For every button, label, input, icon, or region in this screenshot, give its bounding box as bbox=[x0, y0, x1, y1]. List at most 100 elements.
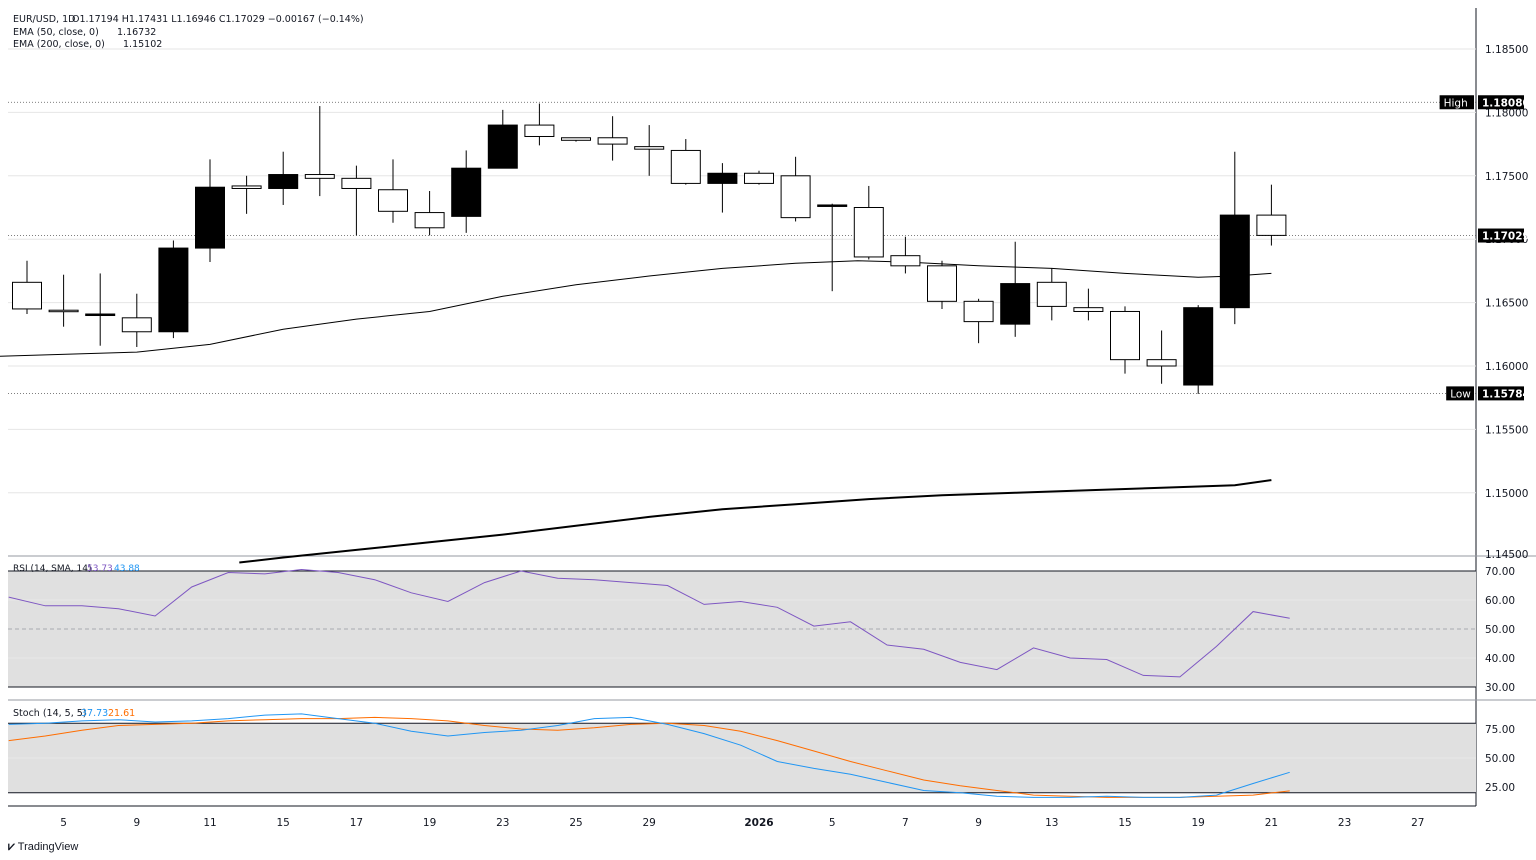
candle bbox=[1219, 151, 1250, 325]
candle-body bbox=[1073, 307, 1104, 312]
time-tick-label: 27 bbox=[1411, 817, 1424, 829]
price-tick-label: 1.18000 bbox=[1485, 107, 1528, 119]
candle-body bbox=[1256, 214, 1287, 236]
candle bbox=[48, 274, 79, 327]
low-label: Low bbox=[1450, 388, 1471, 400]
time-tick-label: 25 bbox=[569, 817, 582, 829]
rsi-tick-label: 40.00 bbox=[1485, 653, 1515, 665]
legend-ema200-value: 1.15102 bbox=[123, 39, 162, 50]
price-tick-label: 1.16000 bbox=[1485, 361, 1528, 373]
price-tick-label: 1.15000 bbox=[1485, 488, 1528, 500]
time-tick-label: 5 bbox=[60, 817, 67, 829]
candle-body bbox=[744, 172, 774, 184]
low-value: 1.15784 bbox=[1482, 388, 1530, 400]
legend-stoch-d-value: 21.61 bbox=[108, 708, 135, 719]
high-label-box bbox=[1439, 95, 1474, 110]
candle-body bbox=[231, 185, 262, 189]
candle bbox=[304, 106, 335, 197]
rsi-tick-label: 50.00 bbox=[1485, 624, 1515, 636]
time-tick-label: 7 bbox=[902, 817, 909, 829]
candle-body bbox=[1036, 281, 1067, 307]
last-price-value-box bbox=[1478, 228, 1524, 243]
low-label-box bbox=[1446, 386, 1474, 401]
time-tick-label: 19 bbox=[1192, 817, 1205, 829]
legend-stoch[interactable]: Stoch (14, 5, 5) bbox=[13, 708, 87, 719]
time-tick-label: 21 bbox=[1265, 817, 1278, 829]
legend-ema50[interactable]: EMA (50, close, 0) bbox=[13, 27, 99, 38]
legend-stoch-k-value: 37.73 bbox=[81, 708, 108, 719]
time-tick-label: 5 bbox=[829, 817, 836, 829]
candle bbox=[487, 109, 518, 169]
legend-ema200[interactable]: EMA (200, close, 0) bbox=[13, 39, 105, 50]
candle-body bbox=[634, 146, 665, 150]
candle bbox=[1073, 288, 1104, 321]
high-value-box bbox=[1478, 95, 1524, 110]
time-tick-label: 2026 bbox=[744, 817, 773, 829]
grid bbox=[8, 8, 1536, 807]
price-axis[interactable]: 1.185001.180001.175001.170001.165001.160… bbox=[1439, 44, 1530, 794]
candle bbox=[1036, 268, 1067, 321]
stoch-tick-label: 75.00 bbox=[1485, 724, 1515, 736]
rsi-tick-label: 70.00 bbox=[1485, 566, 1515, 578]
candle-body bbox=[780, 175, 811, 219]
low-value-box bbox=[1478, 386, 1524, 401]
time-tick-label: 9 bbox=[133, 817, 140, 829]
candle-body bbox=[963, 300, 994, 323]
candle bbox=[670, 139, 701, 185]
price-tick-label: 1.16500 bbox=[1485, 298, 1528, 310]
stoch-k-line bbox=[8, 713, 1290, 798]
candle-body bbox=[1110, 310, 1140, 361]
candle bbox=[853, 185, 884, 260]
candle bbox=[268, 151, 299, 205]
rsi-tick-label: 30.00 bbox=[1485, 682, 1515, 694]
candle-body bbox=[12, 281, 42, 310]
time-axis[interactable]: 5 9 11 15 17 19 23 25 29 2026 5 7 9 13 15 19 21 23 27 bbox=[60, 817, 1424, 829]
candle-body bbox=[561, 137, 591, 141]
candle bbox=[1110, 306, 1140, 374]
candle-body bbox=[378, 189, 408, 212]
high-value: 1.18080 bbox=[1482, 97, 1530, 109]
candle bbox=[341, 165, 372, 236]
candle-body bbox=[853, 207, 884, 258]
legend-rsi-ma-value: 43.88 bbox=[114, 564, 140, 574]
last-price-value: 1.17029 bbox=[1482, 231, 1530, 243]
ema200-line bbox=[239, 479, 1272, 564]
rsi-tick-label: 60.00 bbox=[1485, 595, 1515, 607]
candle bbox=[597, 116, 628, 161]
candle-body bbox=[85, 313, 116, 317]
candle-body bbox=[707, 172, 738, 184]
candle bbox=[451, 150, 482, 233]
legend-rsi[interactable]: RSI (14, SMA, 14) bbox=[13, 564, 92, 574]
candle-body bbox=[48, 309, 79, 313]
tradingview-logo-icon: ⩗ bbox=[8, 839, 15, 853]
candle-body bbox=[304, 174, 335, 179]
candle bbox=[963, 298, 994, 344]
candle bbox=[158, 240, 189, 339]
candle bbox=[744, 170, 774, 185]
candle bbox=[85, 273, 116, 346]
price-tick-label: 1.17500 bbox=[1485, 171, 1528, 183]
price-plot bbox=[0, 103, 1287, 564]
price-tick-label: 1.18500 bbox=[1485, 44, 1528, 56]
time-tick-label: 29 bbox=[643, 817, 656, 829]
candle bbox=[524, 103, 555, 146]
time-tick-label: 11 bbox=[203, 817, 216, 829]
candle-body bbox=[817, 204, 848, 207]
candle bbox=[1183, 305, 1214, 394]
tradingview-footer[interactable]: ⩗ TradingView bbox=[8, 839, 78, 854]
price-tick-label: 1.15500 bbox=[1485, 424, 1528, 436]
candle-body bbox=[597, 137, 628, 145]
legend-rsi-value: 53.73 bbox=[87, 564, 113, 574]
candle bbox=[414, 191, 445, 236]
ema50-line bbox=[0, 260, 1272, 357]
candle bbox=[561, 137, 591, 142]
time-tick-label: 23 bbox=[1338, 817, 1351, 829]
legend-symbol[interactable]: EUR/USD, 1D bbox=[13, 14, 75, 25]
legend[interactable]: EUR/USD, 1D O1.17194 H1.17431 L1.16946 C… bbox=[13, 14, 364, 719]
candle bbox=[817, 203, 848, 292]
tradingview-brand: TradingView bbox=[17, 840, 79, 853]
time-tick-label: 13 bbox=[1045, 817, 1058, 829]
candle-body bbox=[158, 247, 189, 333]
candle-body bbox=[670, 149, 701, 184]
